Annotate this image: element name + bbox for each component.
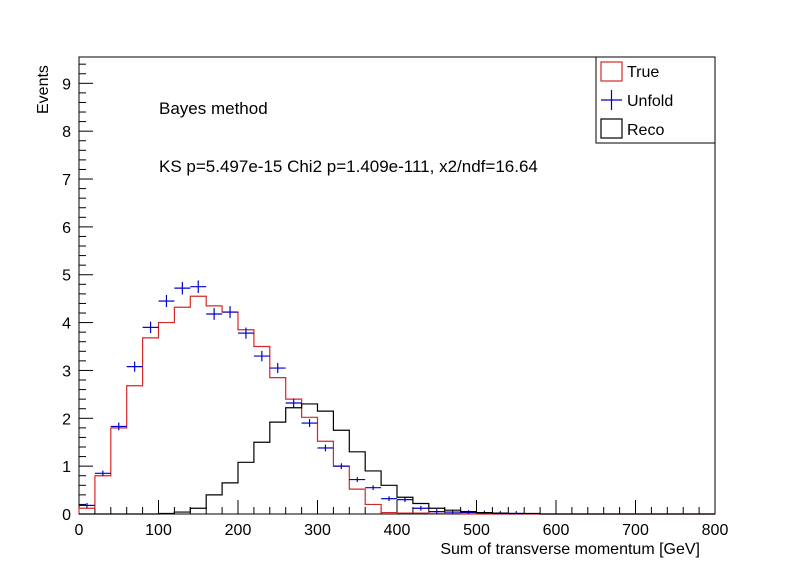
series-layer: [78, 280, 715, 515]
unfold-point: [269, 363, 286, 374]
stats-annotation: KS p=5.497e-15 Chi2 p=1.409e-111, x2/ndf…: [159, 157, 538, 176]
y-tick-label: 4: [62, 316, 71, 333]
unfold-point: [79, 502, 95, 508]
unfold-point: [428, 509, 445, 514]
unfold-point: [285, 398, 302, 408]
unfold-point: [253, 350, 270, 362]
unfold-point: [142, 321, 159, 334]
y-tick-label: 0: [62, 507, 71, 524]
legend-true-label: True: [627, 64, 659, 81]
x-tick-label: 100: [145, 522, 172, 539]
method-annotation: Bayes method: [159, 99, 268, 118]
unfold-point: [174, 281, 191, 295]
y-axis-title: Events: [35, 65, 52, 114]
x-tick-label: 700: [622, 522, 649, 539]
unfold-point: [94, 470, 111, 476]
x-tick-label: 300: [304, 522, 331, 539]
y-tick-label: 1: [62, 459, 71, 476]
unfold-point: [397, 497, 413, 503]
unfold-point: [365, 485, 382, 491]
x-tick-label: 800: [702, 522, 729, 539]
x-tick-label: 500: [463, 522, 490, 539]
unfold-point: [110, 422, 127, 431]
unfold-point: [317, 444, 334, 452]
x-tick-label: 400: [384, 522, 411, 539]
unfold-point: [381, 496, 397, 502]
y-tick-label: 8: [62, 124, 71, 141]
unfold-point: [333, 463, 350, 470]
y-tick-label: 5: [62, 268, 71, 285]
unfold-point: [206, 308, 223, 320]
true-histogram: [78, 295, 715, 515]
unfold-point: [222, 306, 238, 318]
unfold-point: [301, 419, 318, 428]
unfold-point: [412, 505, 429, 511]
unfold-point: [238, 327, 254, 339]
legend-reco-label: Reco: [627, 122, 664, 139]
y-tick-label: 3: [62, 363, 71, 380]
y-tick-label: 6: [62, 220, 71, 237]
x-tick-label: 0: [75, 522, 84, 539]
unfold-point: [158, 294, 175, 308]
y-tick-label: 9: [62, 76, 71, 93]
x-tick-label: 200: [225, 522, 252, 539]
y-axis: 0 1 2 3 4 5 6 7 8 9: [62, 63, 93, 524]
y-tick-label: 2: [62, 411, 71, 428]
x-tick-label: 600: [543, 522, 570, 539]
y-tick-label: 7: [62, 172, 71, 189]
reco-step-line: [79, 403, 715, 515]
legend-unfold-marker: [601, 90, 622, 110]
unfold-point: [126, 361, 143, 372]
reco-histogram: [79, 403, 715, 515]
unfold-points: [79, 280, 525, 515]
legend-unfold-label: Unfold: [627, 93, 673, 110]
x-axis: 0 100 200 300 400 500 600 700 800: [75, 500, 729, 539]
legend: True Unfold Reco: [595, 56, 716, 144]
unfold-point: [349, 477, 366, 482]
unfold-point: [190, 280, 207, 293]
x-axis-title: Sum of transverse momentum [GeV]: [440, 541, 700, 558]
legend-reco-swatch: [600, 118, 623, 139]
true-step-line: [78, 295, 715, 515]
legend-true-swatch: [600, 61, 623, 82]
